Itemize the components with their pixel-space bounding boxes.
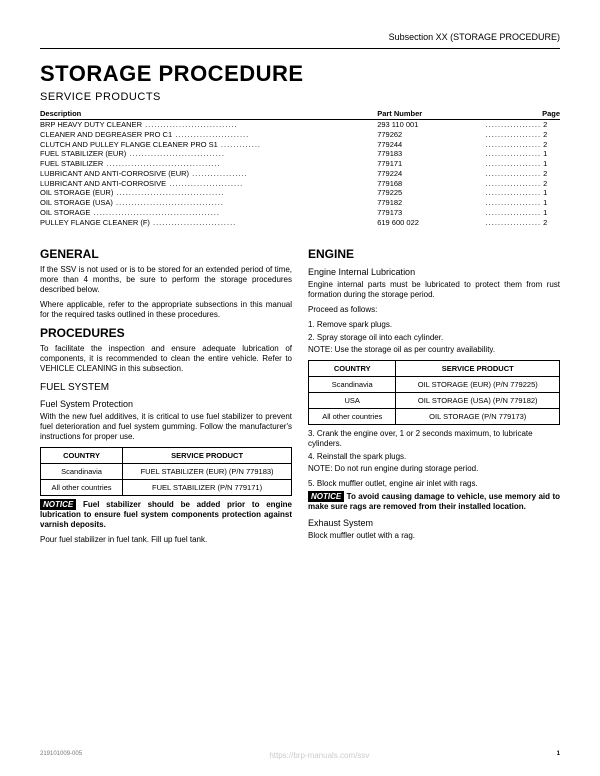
step-3: 3. Crank the engine over, 1 or 2 seconds… <box>308 429 560 450</box>
fuel-notice: NOTICE Fuel stabilizer should be added p… <box>40 500 292 530</box>
fuel-system-heading: FUEL SYSTEM <box>40 382 292 393</box>
step-5: 5. Block muffler outlet, engine air inle… <box>308 479 560 489</box>
ot-h1: COUNTRY <box>309 361 396 377</box>
table-row: OIL STORAGE (USA) ......................… <box>40 198 560 208</box>
oil-storage-table: COUNTRYSERVICE PRODUCT ScandinaviaOIL ST… <box>308 360 560 425</box>
general-p2: Where applicable, refer to the appropria… <box>40 300 292 320</box>
notice-text: Fuel stabilizer should be added prior to… <box>40 500 292 529</box>
table-row: LUBRICANT AND ANTI-CORROSIVE ...........… <box>40 179 560 189</box>
engine-lubrication-heading: Engine Internal Lubrication <box>308 267 560 277</box>
engine-note1: NOTE: Use the storage oil as per country… <box>308 345 560 355</box>
ft-r1c1: Scandinavia <box>41 464 123 480</box>
step-1: 1. Remove spark plugs. <box>308 320 560 330</box>
col-page: Page <box>486 109 560 120</box>
subsection-header: Subsection XX (STORAGE PROCEDURE) <box>40 32 560 42</box>
procedures-p: To facilitate the inspection and ensure … <box>40 344 292 374</box>
ot-r1c1: Scandinavia <box>309 377 396 393</box>
engine-heading: ENGINE <box>308 247 560 261</box>
right-column: ENGINE Engine Internal Lubrication Engin… <box>308 241 560 550</box>
fuel-p1: With the new fuel additives, it is criti… <box>40 412 292 442</box>
step-4: 4. Reinstall the spark plugs. <box>308 452 560 462</box>
engine-p2: Proceed as follows: <box>308 305 560 315</box>
general-p1: If the SSV is not used or is to be store… <box>40 265 292 295</box>
ft-h1: COUNTRY <box>41 448 123 464</box>
ft-r2c1: All other countries <box>41 480 123 496</box>
ft-h2: SERVICE PRODUCT <box>123 448 292 464</box>
ot-r2c1: USA <box>309 393 396 409</box>
watermark: https://brp-manuals.com/ssv <box>269 751 369 760</box>
notice-label: NOTICE <box>40 499 76 510</box>
col-description: Description <box>40 109 377 120</box>
procedures-heading: PROCEDURES <box>40 326 292 340</box>
fuel-protection-heading: Fuel System Protection <box>40 399 292 409</box>
step-2: 2. Spray storage oil into each cylinder. <box>308 333 560 343</box>
table-row: CLEANER AND DEGREASER PRO C1 ...........… <box>40 130 560 140</box>
subtitle: SERVICE PRODUCTS <box>40 91 560 103</box>
general-heading: GENERAL <box>40 247 292 261</box>
ot-r2c2: OIL STORAGE (USA) (P/N 779182) <box>396 393 560 409</box>
doc-code: 219101009-005 <box>40 751 82 760</box>
notice-label-2: NOTICE <box>308 491 344 502</box>
table-row: PULLEY FLANGE CLEANER (F) ..............… <box>40 218 560 228</box>
left-column: GENERAL If the SSV is not used or is to … <box>40 241 292 550</box>
ot-h2: SERVICE PRODUCT <box>396 361 560 377</box>
ot-r3c2: OIL STORAGE (P/N 779173) <box>396 409 560 425</box>
page-footer: 219101009-005 https://brp-manuals.com/ss… <box>40 751 560 760</box>
ft-r1c2: FUEL STABILIZER (EUR) (P/N 779183) <box>123 464 292 480</box>
exhaust-heading: Exhaust System <box>308 518 560 528</box>
ot-r1c2: OIL STORAGE (EUR) (P/N 779225) <box>396 377 560 393</box>
engine-note2: NOTE: Do not run engine during storage p… <box>308 464 560 474</box>
ot-r3c1: All other countries <box>309 409 396 425</box>
ft-r2c2: FUEL STABILIZER (P/N 779171) <box>123 480 292 496</box>
fuel-stabilizer-table: COUNTRYSERVICE PRODUCT ScandinaviaFUEL S… <box>40 447 292 496</box>
table-row: BRP HEAVY DUTY CLEANER .................… <box>40 120 560 130</box>
table-row: LUBRICANT AND ANTI-CORROSIVE (EUR) .....… <box>40 169 560 179</box>
table-row: CLUTCH AND PULLEY FLANGE CLEANER PRO S1 … <box>40 140 560 150</box>
table-row: FUEL STABILIZER ........................… <box>40 159 560 169</box>
header-divider <box>40 48 560 49</box>
col-part-number: Part Number <box>377 109 485 120</box>
service-products-table: Description Part Number Page BRP HEAVY D… <box>40 109 560 227</box>
table-row: OIL STORAGE ............................… <box>40 208 560 218</box>
table-row: FUEL STABILIZER (EUR) ..................… <box>40 149 560 159</box>
exhaust-p: Block muffler outlet with a rag. <box>308 531 560 541</box>
fuel-p2: Pour fuel stabilizer in fuel tank. Fill … <box>40 535 292 545</box>
engine-p1: Engine internal parts must be lubricated… <box>308 280 560 300</box>
notice-text-2: To avoid causing damage to vehicle, use … <box>308 492 560 511</box>
page-title: STORAGE PROCEDURE <box>40 61 560 87</box>
engine-notice: NOTICE To avoid causing damage to vehicl… <box>308 492 560 512</box>
table-row: OIL STORAGE (EUR) ......................… <box>40 188 560 198</box>
page-number: 1 <box>557 751 560 760</box>
